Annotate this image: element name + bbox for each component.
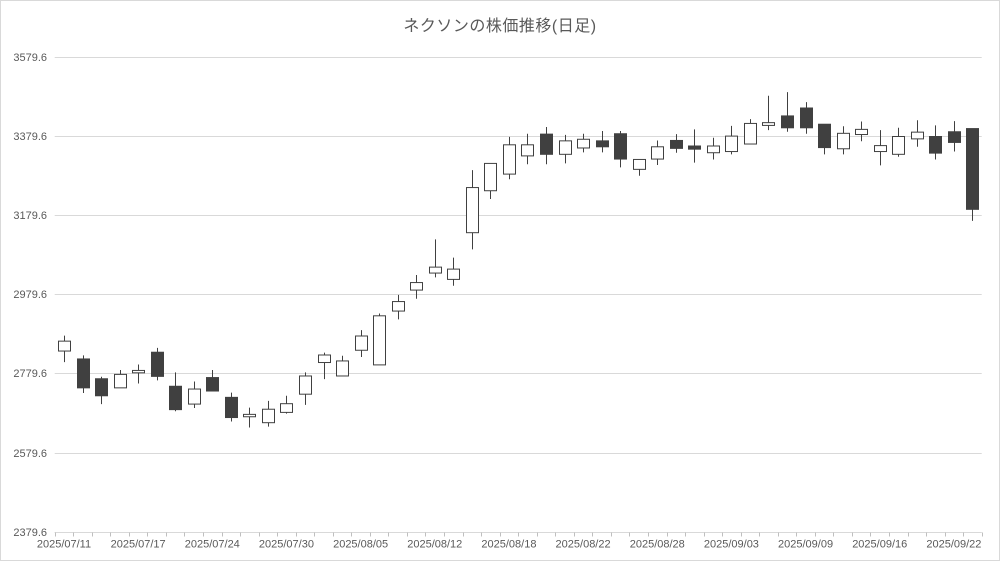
y-axis-label: 3379.6 bbox=[13, 131, 47, 143]
candle-body-up bbox=[503, 144, 516, 175]
candle-body-up bbox=[707, 145, 720, 154]
candle-body-up bbox=[837, 132, 850, 150]
candle-body-up bbox=[336, 360, 349, 377]
candle-body-up bbox=[447, 268, 460, 280]
candle-body-down bbox=[206, 377, 219, 392]
chart-title: ネクソンの株価推移(日足) bbox=[403, 18, 597, 35]
x-axis-label: 2025/08/28 bbox=[630, 539, 685, 551]
candle-body-up bbox=[355, 335, 368, 351]
candle-body-up bbox=[762, 122, 775, 126]
candle-body-up bbox=[299, 375, 312, 395]
x-axis-label: 2025/09/22 bbox=[926, 539, 981, 551]
candle-body-up bbox=[633, 158, 646, 170]
x-axis-label: 2025/07/30 bbox=[259, 539, 314, 551]
candle-body-down bbox=[781, 115, 794, 129]
x-axis-label: 2025/09/09 bbox=[778, 539, 833, 551]
candle-body-up bbox=[410, 282, 423, 291]
candle-body-down bbox=[818, 123, 831, 149]
x-axis-label: 2025/07/24 bbox=[185, 539, 240, 551]
candle-body-up bbox=[429, 266, 442, 274]
candle-body-up bbox=[874, 145, 887, 153]
candle-body-up bbox=[577, 138, 590, 149]
candle-body-up bbox=[744, 122, 757, 145]
candle-body-up bbox=[188, 388, 201, 405]
candle-body-down bbox=[929, 136, 942, 154]
x-axis-label: 2025/08/22 bbox=[556, 539, 611, 551]
candle-body-up bbox=[373, 315, 386, 366]
y-axis-label: 3179.6 bbox=[13, 210, 47, 222]
y-axis-label: 3579.6 bbox=[13, 52, 47, 64]
candle-body-up bbox=[559, 140, 572, 155]
candle-body-down bbox=[225, 396, 238, 419]
y-axis-label: 2379.6 bbox=[13, 527, 47, 539]
candle-body-down bbox=[966, 128, 979, 210]
x-axis-label: 2025/07/17 bbox=[111, 539, 166, 551]
candle-body-up bbox=[132, 369, 145, 374]
candle-body-up bbox=[521, 144, 534, 157]
candle-body-up bbox=[318, 354, 331, 364]
y-axis-label: 2579.6 bbox=[13, 448, 47, 460]
x-axis-label: 2025/09/16 bbox=[852, 539, 907, 551]
candle-body-down bbox=[540, 133, 553, 155]
candle-body-up bbox=[392, 301, 405, 312]
y-axis-label: 2779.6 bbox=[13, 368, 47, 380]
candle-body-up bbox=[58, 340, 71, 352]
candle-body-up bbox=[243, 413, 256, 418]
x-axis-label: 2025/09/03 bbox=[704, 539, 759, 551]
y-axis-label: 2979.6 bbox=[13, 289, 47, 301]
candle-body-up bbox=[725, 135, 738, 153]
candle-body-down bbox=[151, 351, 164, 377]
candle-body-up bbox=[280, 403, 293, 413]
candle-body-up bbox=[484, 162, 497, 192]
x-axis-label: 2025/08/05 bbox=[333, 539, 388, 551]
candle-body-down bbox=[800, 107, 813, 129]
candle-body-up bbox=[114, 373, 127, 389]
candle-body-down bbox=[596, 140, 609, 148]
candle-body-up bbox=[466, 187, 479, 234]
candle-body-down bbox=[948, 131, 961, 143]
x-axis-label: 2025/07/11 bbox=[37, 539, 91, 551]
x-axis-label: 2025/08/18 bbox=[481, 539, 536, 551]
candle-body-down bbox=[670, 139, 683, 149]
candle-body-down bbox=[77, 358, 90, 389]
candle-body-up bbox=[855, 128, 868, 136]
candle-body-down bbox=[614, 133, 627, 160]
candle-body-down bbox=[688, 145, 701, 150]
candle-body-up bbox=[651, 146, 664, 160]
candle-body-up bbox=[262, 408, 275, 424]
candle-body-up bbox=[892, 136, 905, 155]
candle-body-down bbox=[169, 385, 182, 411]
candle-body-down bbox=[95, 378, 108, 397]
candle-body-up bbox=[911, 131, 924, 140]
x-axis-label: 2025/08/12 bbox=[407, 539, 462, 551]
